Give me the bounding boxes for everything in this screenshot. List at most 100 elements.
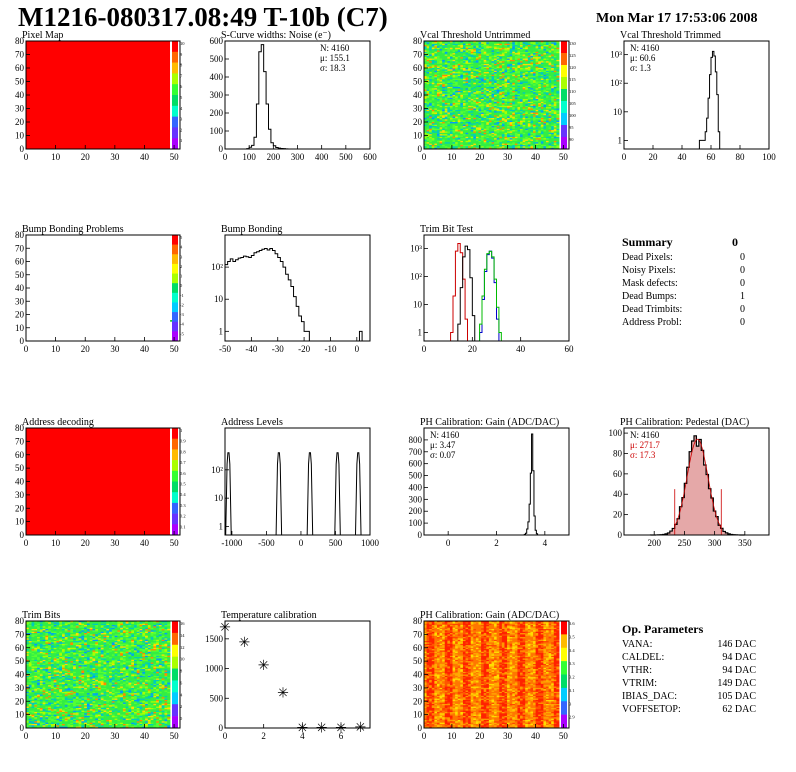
heatmap-cell: [538, 143, 542, 146]
heatmap-cell: [31, 706, 35, 709]
heatmap-cell: [452, 54, 456, 57]
heatmap-cell: [473, 111, 477, 113]
heatmap-cell: [457, 120, 461, 123]
heatmap-cell: [486, 135, 490, 138]
heatmap-cell: [436, 130, 440, 132]
heatmap-cell: [447, 54, 451, 57]
heatmap-cell: [457, 140, 461, 143]
heatmap-cell: [514, 54, 518, 57]
heatmap-cell: [525, 116, 529, 119]
heatmap-cell: [475, 46, 479, 49]
heatmap-cell: [462, 80, 466, 82]
heatmap-cell: [449, 55, 453, 58]
heatmap-cell: [434, 76, 438, 78]
heatmap-cell: [507, 144, 511, 147]
heatmap-cell: [533, 138, 537, 140]
heatmap-cell: [26, 669, 30, 671]
heatmap-cell: [475, 122, 479, 124]
heatmap-cell: [457, 134, 461, 136]
heatmap-cell: [31, 671, 35, 674]
heatmap-cell: [475, 95, 479, 97]
heatmap-cell: [491, 140, 495, 143]
heatmap-cell: [429, 101, 433, 104]
heatmap-cell: [34, 695, 38, 698]
heatmap-cell: [26, 666, 30, 669]
heatmap-cell: [457, 113, 461, 116]
heatmap-cell: [543, 117, 547, 120]
heatmap-cell: [512, 136, 516, 139]
heatmap-cell: [426, 101, 430, 104]
heatmap-cell: [431, 78, 435, 81]
heatmap-cell: [473, 132, 477, 135]
heatmap-cell: [449, 51, 453, 54]
heatmap-cell: [475, 82, 479, 85]
heatmap-cell: [444, 45, 448, 47]
heatmap-cell: [512, 84, 516, 86]
heatmap-cell: [520, 88, 524, 90]
heatmap-cell: [455, 68, 459, 70]
heatmap-cell: [483, 130, 487, 132]
y-tick-label: 10: [413, 299, 423, 309]
palette-segment: [172, 460, 178, 472]
heatmap-cell: [546, 70, 550, 73]
heatmap-cell: [556, 123, 560, 126]
heatmap-cell: [436, 45, 440, 47]
heatmap-cell: [509, 109, 513, 112]
heatmap-cell: [442, 132, 446, 135]
heatmap-cell: [512, 123, 516, 126]
heatmap-cell: [512, 88, 516, 90]
heatmap-cell: [457, 49, 461, 51]
heatmap-cell: [431, 81, 435, 84]
palette-label: 95: [569, 125, 574, 130]
heatmap-cell: [525, 113, 529, 116]
heatmap-cell: [37, 714, 41, 717]
heatmap-cell: [37, 642, 41, 645]
heatmap-cell: [514, 128, 518, 131]
heatmap-cell: [543, 73, 547, 76]
heatmap-cell: [504, 70, 508, 73]
heatmap-cell: [424, 92, 427, 95]
heatmap-cell: [26, 645, 30, 647]
heatmap-cell: [434, 70, 438, 73]
heatmap-cell: [525, 86, 529, 89]
heatmap-cell: [434, 131, 438, 134]
heatmap-cell: [26, 715, 30, 718]
heatmap-cell: [439, 77, 443, 80]
heatmap-cell: [501, 111, 505, 113]
heatmap-cell: [452, 58, 456, 61]
heatmap-cell: [431, 146, 435, 149]
heatmap-cell: [535, 62, 539, 65]
heatmap-cell: [442, 95, 446, 97]
heatmap-cell: [535, 115, 539, 117]
heatmap-cell: [483, 143, 487, 146]
heatmap-cell: [540, 139, 544, 142]
heatmap-cell: [543, 62, 547, 65]
heatmap-cell: [499, 139, 503, 142]
heatmap-cell: [452, 93, 456, 96]
heatmap-cell: [501, 117, 505, 120]
heatmap-cell: [434, 107, 438, 109]
heatmap-cell: [452, 59, 456, 62]
heatmap-cell: [535, 138, 539, 140]
heatmap-cell: [546, 63, 550, 66]
dead-bump-mark: [170, 320, 174, 322]
heatmap-cell: [486, 76, 490, 78]
heatmap-cell: [548, 54, 552, 57]
heatmap-cell: [447, 80, 451, 82]
heatmap-cell: [481, 46, 485, 49]
heatmap-cell: [26, 641, 30, 643]
heatmap-cell: [444, 95, 448, 97]
heatmap-cell: [488, 117, 492, 120]
heatmap-cell: [470, 92, 474, 95]
heatmap-cell: [548, 112, 552, 115]
heatmap-cell: [26, 629, 30, 631]
heatmap-cell: [447, 74, 451, 77]
heatmap-cell: [444, 62, 448, 65]
heatmap-cell: [444, 80, 448, 82]
heatmap-cell: [468, 101, 472, 104]
heatmap-cell: [31, 630, 35, 633]
heatmap-cell: [520, 50, 524, 53]
heatmap-cell: [491, 57, 495, 59]
heatmap-cell: [525, 126, 529, 128]
heatmap-cell: [436, 84, 440, 86]
